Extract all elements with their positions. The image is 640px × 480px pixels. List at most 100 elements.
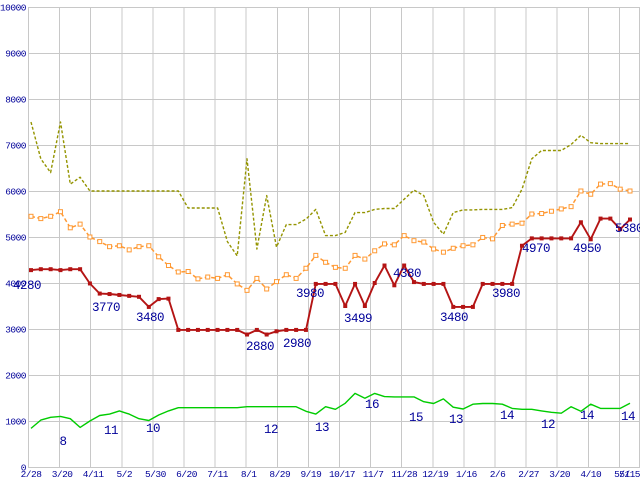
data-point-marker — [97, 239, 103, 245]
data-point-marker — [470, 304, 475, 309]
data-value-label: 4280 — [13, 279, 41, 293]
data-point-marker — [519, 220, 525, 226]
data-value-label: 2980 — [283, 337, 311, 351]
data-point-marker — [68, 267, 73, 272]
x-tick-label: 2/28 — [21, 469, 43, 480]
data-point-marker — [185, 269, 191, 274]
data-point-marker — [136, 244, 142, 250]
data-point-marker — [175, 269, 181, 275]
data-point-marker — [264, 332, 269, 337]
data-point-marker — [510, 281, 515, 286]
data-point-marker — [607, 181, 613, 187]
data-point-marker — [294, 327, 299, 332]
data-point-marker — [303, 265, 309, 271]
data-point-marker — [97, 291, 102, 296]
y-tick-label: 6000 — [5, 187, 27, 198]
data-point-marker — [598, 216, 603, 221]
data-value-label: 4970 — [522, 242, 550, 256]
grid — [28, 7, 640, 468]
data-point-marker — [627, 188, 633, 194]
data-point-marker — [519, 243, 524, 248]
data-point-marker — [441, 281, 446, 286]
x-tick-label: 5/30 — [145, 469, 167, 480]
data-point-marker — [411, 280, 416, 285]
series-red-solid-line — [29, 216, 632, 337]
data-point-marker — [568, 204, 574, 210]
data-value-label: 5380 — [615, 222, 640, 236]
y-tick-label: 9000 — [5, 49, 27, 60]
data-value-label: 3480 — [440, 311, 468, 325]
data-value-label: 3770 — [92, 301, 120, 315]
data-point-marker — [156, 297, 161, 302]
x-tick-label: 3/20 — [549, 469, 571, 480]
data-point-marker — [402, 263, 407, 268]
data-point-marker — [264, 286, 270, 292]
data-point-marker — [332, 264, 338, 270]
x-tick-label: 12/19 — [422, 469, 449, 480]
x-tick-label: 1/16 — [456, 469, 478, 480]
data-point-marker — [401, 233, 407, 239]
data-point-marker — [617, 186, 623, 192]
data-point-marker — [254, 275, 260, 281]
data-point-marker — [323, 259, 329, 265]
data-point-marker — [137, 294, 142, 299]
x-tick-label: 2/6 — [490, 469, 506, 480]
data-value-label: 10 — [146, 422, 160, 436]
data-point-marker — [205, 327, 210, 332]
data-point-marker — [362, 304, 367, 308]
data-point-marker — [146, 243, 152, 249]
data-point-marker — [224, 272, 230, 278]
data-point-marker — [176, 327, 181, 332]
x-tick-label: 4/11 — [83, 469, 105, 480]
data-point-marker — [186, 327, 191, 332]
data-point-marker — [225, 327, 230, 332]
data-point-marker — [283, 272, 289, 278]
data-point-marker — [244, 287, 250, 293]
data-value-label: 4380 — [393, 267, 421, 281]
x-tick-label: 2/27 — [518, 469, 539, 480]
data-point-marker — [116, 243, 122, 249]
data-point-marker — [578, 220, 583, 225]
data-value-label: 14 — [621, 410, 635, 424]
data-point-marker — [195, 327, 200, 332]
series-green-solid-line — [30, 392, 631, 429]
data-point-marker — [569, 236, 574, 241]
data-point-marker — [588, 191, 594, 197]
series-orange-dashed-line — [28, 181, 633, 293]
data-point-marker — [77, 221, 83, 227]
data-value-label: 3480 — [136, 311, 164, 325]
data-point-marker — [549, 236, 554, 241]
data-point-marker — [107, 244, 113, 250]
x-tick-label: 11/28 — [391, 469, 418, 480]
data-point-marker — [234, 281, 240, 287]
x-tick-label: 6/20 — [176, 469, 198, 480]
y-tick-label: 3000 — [5, 325, 27, 336]
data-point-marker — [352, 252, 358, 258]
series-path — [30, 121, 630, 257]
y-axis-labels: 0 1000 2000 3000 4000 5000 6000 7000 8000 9000 100… — [0, 3, 27, 474]
data-point-marker — [87, 281, 92, 286]
data-point-marker — [57, 209, 63, 215]
data-point-marker — [107, 292, 112, 297]
data-point-marker — [539, 236, 544, 241]
y-tick-label: 5000 — [5, 233, 27, 244]
data-point-marker — [323, 281, 328, 286]
data-value-label: 2880 — [246, 340, 274, 354]
data-point-marker — [78, 267, 83, 272]
data-point-marker — [490, 281, 495, 286]
data-point-marker — [343, 304, 348, 308]
data-point-marker — [431, 281, 436, 286]
data-point-marker — [284, 327, 289, 332]
y-tick-label: 1000 — [5, 417, 27, 428]
x-tick-label: 9/19 — [300, 469, 322, 480]
data-point-marker — [273, 279, 279, 285]
data-point-marker — [421, 239, 427, 245]
data-point-marker — [215, 275, 221, 281]
data-point-marker — [87, 234, 93, 240]
data-value-label: 4950 — [573, 242, 601, 256]
data-value-label: 12 — [541, 418, 555, 432]
data-value-label: 3980 — [492, 287, 520, 301]
data-point-marker — [500, 281, 505, 286]
